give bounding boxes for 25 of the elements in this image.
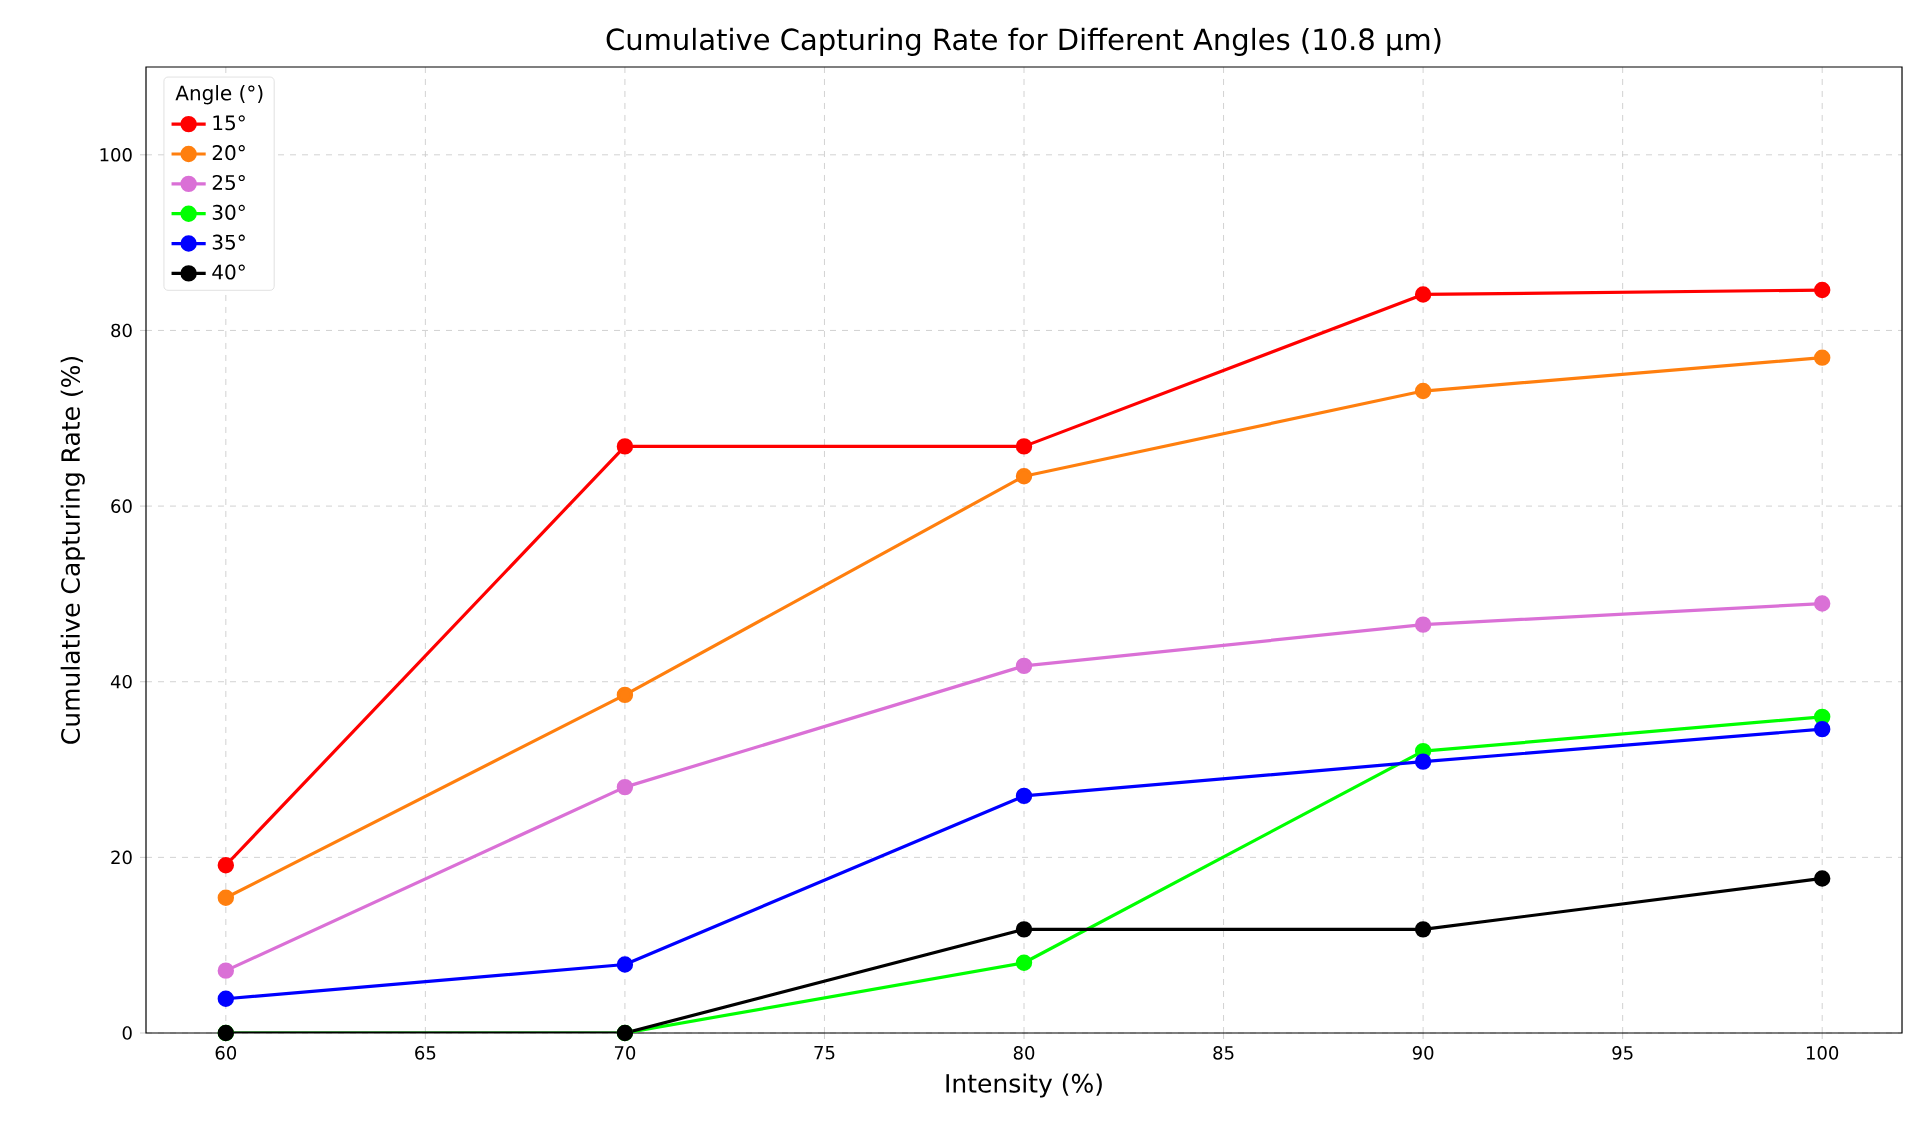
y-tick-label: 40 (110, 674, 132, 689)
x-tick-label: 70 (614, 1046, 636, 1060)
legend-label: 40° (212, 264, 245, 280)
legend-label: 25° (212, 174, 245, 191)
x-tick-label: 60 (215, 1046, 237, 1060)
legend-label: 30° (212, 204, 245, 220)
y-axis-title: Cumulative Capturing Rate (%) (60, 356, 85, 744)
chart-title: Cumulative Capturing Rate for Different Angles (10.8 μm) (606, 27, 1441, 56)
y-tick-label: 80 (111, 323, 132, 338)
x-tick-label: 65 (415, 1046, 436, 1060)
x-tick-label: 75 (814, 1046, 835, 1060)
x-tick-label: 90 (1412, 1046, 1434, 1060)
x-tick-label: 100 (1806, 1046, 1839, 1060)
y-tick-label: 20 (111, 850, 132, 865)
x-tick-label: 95 (1612, 1046, 1633, 1060)
y-tick-label: 60 (111, 499, 132, 513)
y-tick-label: 100 (100, 148, 132, 162)
legend-label: 20° (212, 145, 245, 161)
x-axis-title: Intensity (%) (946, 1073, 1102, 1098)
legend-title: Angle (°) (175, 85, 263, 105)
x-tick-label: 80 (1013, 1046, 1035, 1060)
legend-label: 35° (212, 234, 245, 250)
y-tick-label: 0 (122, 1026, 132, 1040)
x-tick-label: 85 (1213, 1046, 1234, 1060)
legend-label: 15° (213, 115, 245, 131)
